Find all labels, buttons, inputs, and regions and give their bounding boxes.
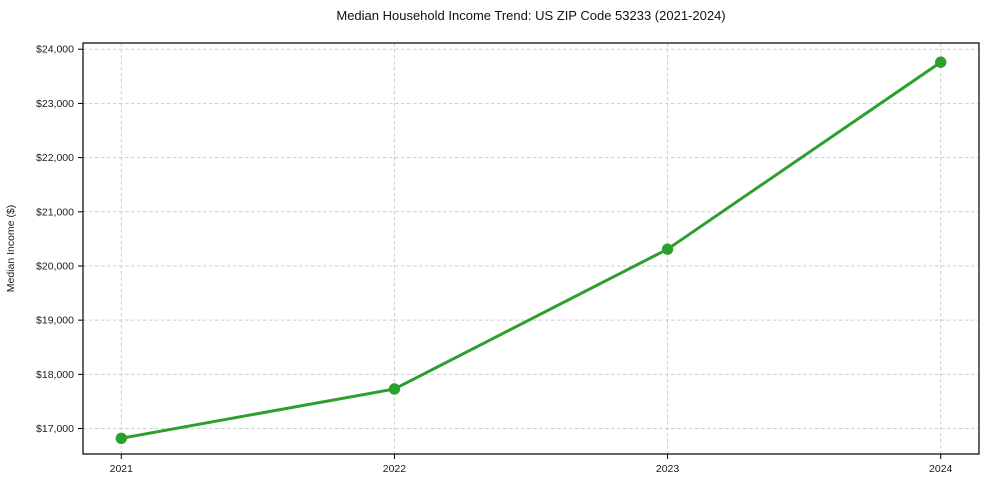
chart-title: Median Household Income Trend: US ZIP Co… [336,8,725,23]
x-axis: 2021 2022 2023 2024 [110,454,953,475]
data-series [115,56,947,444]
y-tick-label: $22,000 [36,152,74,164]
y-tick-label: $17,000 [36,423,74,435]
y-tick-label: $19,000 [36,315,74,327]
y-tick-label: $21,000 [36,206,74,218]
data-point-2022 [388,383,401,395]
y-tick-label: $23,000 [36,98,74,110]
x-tick-label: 2021 [110,463,134,475]
y-tick-label: $24,000 [36,44,74,56]
x-tick-label: 2024 [929,463,953,475]
y-axis-label: Median Income ($) [5,205,17,293]
data-point-2021 [115,432,128,444]
y-axis: $17,000 $18,000 $19,000 $20,000 $21,000 $22,0… [36,44,83,435]
y-tick-label: $18,000 [36,369,74,381]
data-point-2023 [661,243,674,255]
plot-border [82,42,980,455]
grid-lines [83,43,979,454]
income-line [119,60,943,440]
x-tick-label: 2022 [383,463,407,475]
y-tick-label: $20,000 [36,260,74,272]
data-point-2024 [935,56,947,68]
x-tick-label: 2023 [656,463,680,475]
